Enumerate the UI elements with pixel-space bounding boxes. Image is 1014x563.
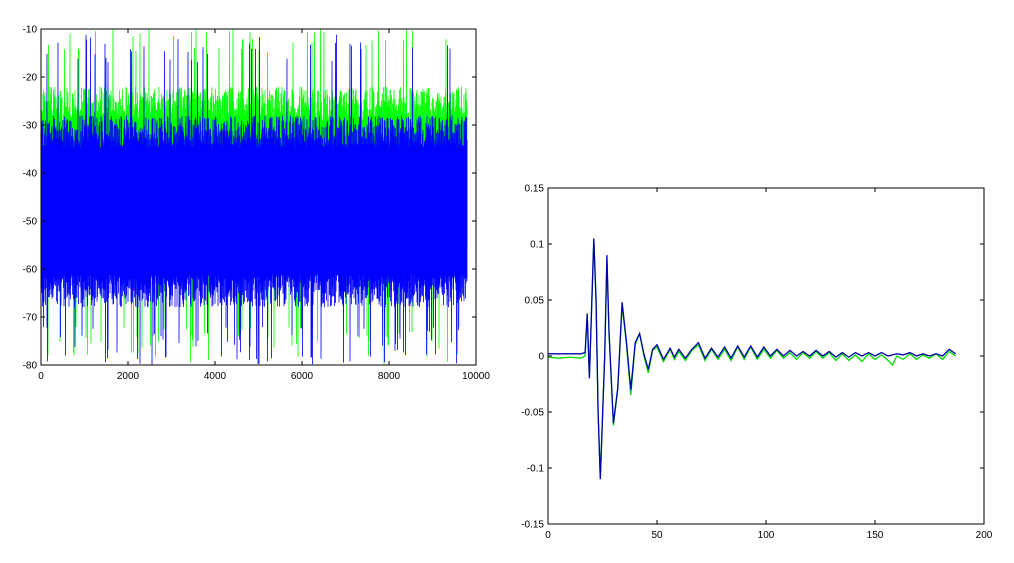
chart1-plot-frame xyxy=(40,28,477,366)
chart2-y-tick-label: -0.15 xyxy=(521,520,544,531)
chart2-series-line-2 xyxy=(548,238,957,480)
chart1-y-tick-label: -80 xyxy=(23,361,38,372)
impulse-response-chart: 0 50 100 150 200 0.15 0.1 0.05 0 -0.05 -0.1 -0.15 xyxy=(521,184,993,542)
chart2-x-tick-label: 200 xyxy=(976,530,993,541)
chart1-axes: 0 2000 4000 6000 8000 10000 -10 -20 -30 -40 -50 -60… xyxy=(23,25,491,383)
chart1-y-tick-label: -30 xyxy=(23,121,38,132)
chart2-y-tick-label: -0.05 xyxy=(521,408,544,419)
chart2-y-tick-label: -0.1 xyxy=(527,464,545,475)
chart2-x-tick-label: 0 xyxy=(545,530,551,541)
chart1-x-tick-label: 6000 xyxy=(291,371,314,382)
chart1-x-tick-label: 0 xyxy=(38,371,44,382)
chart2-x-tick-label: 150 xyxy=(867,530,884,541)
chart1-x-tick-label: 4000 xyxy=(204,371,227,382)
chart2-x-tick-label: 100 xyxy=(758,530,775,541)
chart2-series-line-1 xyxy=(548,240,957,478)
chart2-y-tick-label: 0.15 xyxy=(525,184,545,195)
chart1-series-line-2 xyxy=(41,34,468,365)
chart2-plot-frame xyxy=(547,187,985,525)
chart1-x-tick-label: 8000 xyxy=(378,371,401,382)
chart2-series-group xyxy=(548,238,957,480)
chart1-y-tick-label: -40 xyxy=(23,169,38,180)
chart1-y-tick-label: -60 xyxy=(23,265,38,276)
chart2-y-tick-label: 0.1 xyxy=(530,240,544,251)
chart1-x-tick-label: 10000 xyxy=(462,371,490,382)
chart2-axes: 0 50 100 150 200 0.15 0.1 0.05 0 -0.05 -0.1 -0.15 xyxy=(521,184,993,542)
chart1-y-tick-label: -70 xyxy=(23,313,38,324)
chart1-y-tick-label: -50 xyxy=(23,217,38,228)
chart2-y-tick-label: 0 xyxy=(538,352,544,363)
chart2-y-tick-label: 0.05 xyxy=(525,296,545,307)
chart1-series-group xyxy=(41,29,468,365)
chart1-x-tick-label: 2000 xyxy=(117,371,140,382)
chart1-y-tick-label: -20 xyxy=(23,73,38,84)
noise-signal-chart: 0 2000 4000 6000 8000 10000 -10 -20 -30 -40 -50 -60… xyxy=(23,25,491,383)
chart2-x-tick-label: 50 xyxy=(651,530,663,541)
chart1-y-tick-label: -10 xyxy=(23,25,38,36)
